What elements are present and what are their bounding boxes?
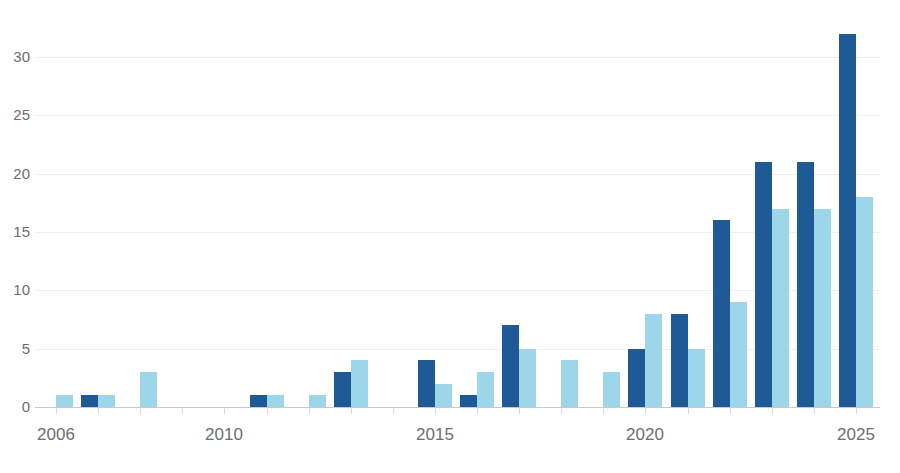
x-axis-tick-2016: [477, 408, 478, 414]
x-axis-tick-2020: [645, 408, 646, 414]
bar-dark-blue-2017: [502, 325, 519, 407]
grouped-bar-chart: 05101520253020062010201520202025: [0, 0, 900, 473]
gridline-20: [35, 174, 880, 175]
bar-dark-blue-2024: [797, 162, 814, 407]
y-axis-label-20: 20: [0, 164, 30, 184]
bar-dark-blue-2013: [334, 372, 351, 407]
bar-dark-blue-2023: [755, 162, 772, 407]
gridline-15: [35, 232, 880, 233]
x-axis-tick-2007: [98, 408, 99, 414]
x-axis-tick-2021: [688, 408, 689, 414]
bar-light-blue-2020: [645, 314, 662, 407]
bar-light-blue-2008: [140, 372, 157, 407]
gridline-30: [35, 57, 880, 58]
bar-dark-blue-2022: [713, 220, 730, 407]
x-axis-tick-2025: [856, 408, 857, 414]
y-axis-label-10: 10: [0, 280, 30, 300]
bar-dark-blue-2007: [81, 395, 98, 407]
x-axis-tick-2006: [56, 408, 57, 414]
x-axis-label-2010: 2010: [182, 425, 266, 445]
y-axis-label-25: 25: [0, 105, 30, 125]
bar-light-blue-2024: [814, 209, 831, 407]
x-axis-tick-2019: [603, 408, 604, 414]
bar-light-blue-2007: [98, 395, 115, 407]
bar-light-blue-2022: [730, 302, 747, 407]
bar-light-blue-2025: [856, 197, 873, 407]
gridline-25: [35, 115, 880, 116]
x-axis-line: [35, 407, 880, 408]
x-axis-label-2015: 2015: [393, 425, 477, 445]
x-axis-tick-2010: [224, 408, 225, 414]
bar-dark-blue-2016: [460, 395, 477, 407]
x-axis-label-2025: 2025: [814, 425, 898, 445]
y-axis-label-0: 0: [0, 397, 30, 417]
bar-light-blue-2019: [603, 372, 620, 407]
bar-dark-blue-2025: [839, 34, 856, 407]
bar-light-blue-2017: [519, 349, 536, 407]
bar-light-blue-2018: [561, 360, 578, 407]
bar-light-blue-2016: [477, 372, 494, 407]
x-axis-tick-2014: [393, 408, 394, 414]
bar-dark-blue-2020: [628, 349, 645, 407]
x-axis-tick-2012: [309, 408, 310, 414]
bar-light-blue-2023: [772, 209, 789, 407]
bar-light-blue-2021: [688, 349, 705, 407]
bar-dark-blue-2021: [671, 314, 688, 407]
bar-light-blue-2006: [56, 395, 73, 407]
x-axis-tick-2023: [772, 408, 773, 414]
bar-light-blue-2015: [435, 384, 452, 407]
x-axis-tick-2024: [814, 408, 815, 414]
x-axis-tick-2013: [351, 408, 352, 414]
x-axis-tick-2017: [519, 408, 520, 414]
y-axis-label-15: 15: [0, 222, 30, 242]
bar-dark-blue-2011: [250, 395, 267, 407]
x-axis-tick-2022: [730, 408, 731, 414]
bar-light-blue-2013: [351, 360, 368, 407]
x-axis-tick-2008: [140, 408, 141, 414]
gridline-5: [35, 349, 880, 350]
x-axis-tick-2009: [182, 408, 183, 414]
x-axis-label-2020: 2020: [603, 425, 687, 445]
x-axis-tick-2011: [267, 408, 268, 414]
y-axis-label-5: 5: [0, 339, 30, 359]
y-axis-label-30: 30: [0, 47, 30, 67]
x-axis-tick-2015: [435, 408, 436, 414]
x-axis-label-2006: 2006: [14, 425, 98, 445]
bar-light-blue-2011: [267, 395, 284, 407]
gridline-10: [35, 290, 880, 291]
bar-light-blue-2012: [309, 395, 326, 407]
bar-dark-blue-2015: [418, 360, 435, 407]
x-axis-tick-2018: [561, 408, 562, 414]
